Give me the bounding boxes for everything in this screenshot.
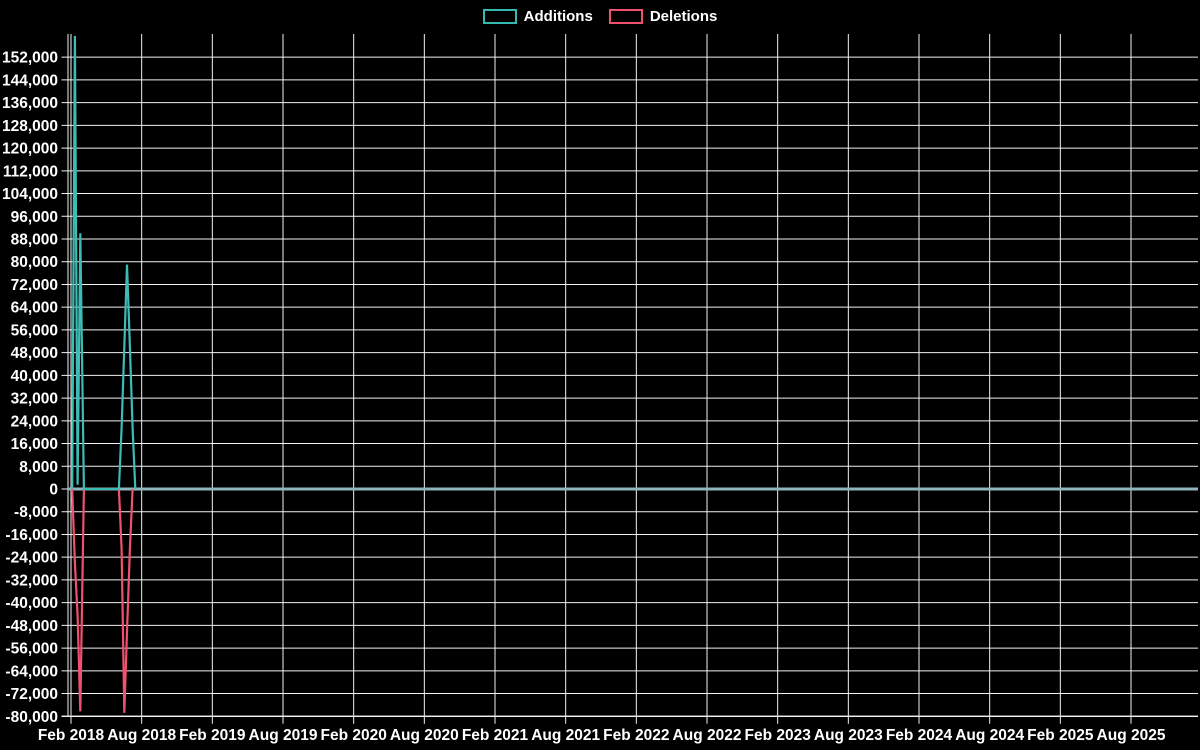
- x-gridlines: Feb 2018 Aug 2018 Feb 2019 Aug 2019 Feb 2020…: [38, 34, 1166, 744]
- x-tick-label: Aug 2022: [673, 727, 742, 744]
- legend-item-deletions: Deletions: [608, 8, 718, 25]
- deletions-series-line: [71, 487, 134, 713]
- y-tick-label: -72,000: [5, 686, 58, 703]
- y-tick-label: -56,000: [5, 641, 58, 658]
- y-tick-label: 64,000: [11, 300, 58, 317]
- y-tick-label: 72,000: [11, 277, 58, 294]
- y-tick-label: -8,000: [14, 504, 58, 521]
- x-tick-label: Feb 2021: [462, 727, 529, 744]
- x-tick-label: Aug 2018: [107, 727, 176, 744]
- x-tick-label: Aug 2021: [531, 727, 600, 744]
- y-tick-label: -80,000: [5, 709, 58, 726]
- x-tick-label: Feb 2018: [38, 727, 105, 744]
- y-tick-label: -40,000: [5, 595, 58, 612]
- y-tick-label: 136,000: [2, 95, 58, 112]
- y-gridlines: 152,000 144,000 136,000 128,000 120,000 112,0…: [2, 50, 1198, 726]
- y-tick-label: 104,000: [2, 186, 58, 203]
- x-tick-label: Aug 2024: [955, 727, 1024, 744]
- deletions-legend-label: Deletions: [649, 8, 718, 25]
- x-tick-label: Aug 2025: [1097, 727, 1166, 744]
- y-tick-label: 80,000: [11, 254, 58, 271]
- y-tick-label: 88,000: [11, 232, 58, 249]
- y-tick-label: 0: [49, 482, 58, 499]
- y-tick-label: 144,000: [2, 72, 58, 89]
- y-tick-label: 16,000: [11, 436, 58, 453]
- y-tick-label: 96,000: [11, 209, 58, 226]
- x-tick-label: Feb 2024: [886, 727, 953, 744]
- y-tick-label: 32,000: [11, 391, 58, 408]
- y-tick-label: 40,000: [11, 368, 58, 385]
- x-tick-label: Feb 2019: [179, 727, 246, 744]
- deletions-legend-swatch-icon: [608, 9, 643, 24]
- x-tick-label: Feb 2020: [320, 727, 386, 744]
- y-tick-label: 8,000: [19, 459, 58, 476]
- y-tick-label: -16,000: [5, 527, 58, 544]
- y-tick-label: 56,000: [11, 322, 58, 339]
- y-tick-label: -32,000: [5, 572, 58, 589]
- y-tick-label: 120,000: [2, 141, 58, 158]
- y-tick-label: -48,000: [5, 618, 58, 635]
- x-tick-label: Feb 2023: [744, 727, 811, 744]
- x-tick-label: Aug 2020: [390, 727, 459, 744]
- legend-item-additions: Additions: [482, 8, 593, 25]
- y-tick-label: 48,000: [11, 345, 58, 362]
- additions-legend-label: Additions: [523, 8, 593, 25]
- x-tick-label: Feb 2022: [603, 727, 669, 744]
- y-tick-label: 24,000: [11, 413, 58, 430]
- chart-legend: Additions Deletions: [0, 8, 1200, 25]
- y-tick-label: 152,000: [2, 50, 58, 67]
- additions-series-line: [71, 35, 137, 491]
- y-tick-label: 128,000: [2, 118, 58, 135]
- x-tick-label: Aug 2023: [814, 727, 883, 744]
- x-tick-label: Feb 2025: [1027, 727, 1094, 744]
- y-tick-label: -24,000: [5, 550, 58, 567]
- x-tick-label: Aug 2019: [249, 727, 318, 744]
- y-tick-label: -64,000: [5, 663, 58, 680]
- y-tick-label: 112,000: [3, 163, 58, 180]
- additions-legend-swatch-icon: [482, 9, 517, 24]
